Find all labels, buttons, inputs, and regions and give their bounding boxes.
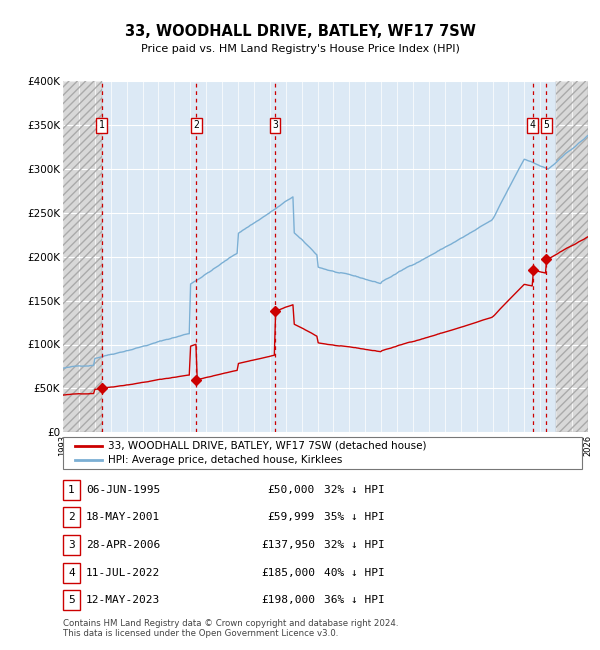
Text: £137,950: £137,950 <box>261 540 315 550</box>
Text: Price paid vs. HM Land Registry's House Price Index (HPI): Price paid vs. HM Land Registry's House … <box>140 44 460 54</box>
Text: £185,000: £185,000 <box>261 567 315 578</box>
Text: 32% ↓ HPI: 32% ↓ HPI <box>324 485 385 495</box>
Text: 3: 3 <box>272 120 278 130</box>
Text: 2: 2 <box>193 120 199 130</box>
Text: 3: 3 <box>68 540 75 550</box>
Text: 28-APR-2006: 28-APR-2006 <box>86 540 160 550</box>
Bar <box>556 81 588 432</box>
Text: Contains HM Land Registry data © Crown copyright and database right 2024.
This d: Contains HM Land Registry data © Crown c… <box>63 619 398 638</box>
Text: HPI: Average price, detached house, Kirklees: HPI: Average price, detached house, Kirk… <box>108 455 343 465</box>
Text: 33, WOODHALL DRIVE, BATLEY, WF17 7SW (detached house): 33, WOODHALL DRIVE, BATLEY, WF17 7SW (de… <box>108 441 427 451</box>
Text: 18-MAY-2001: 18-MAY-2001 <box>86 512 160 523</box>
Text: £198,000: £198,000 <box>261 595 315 605</box>
Bar <box>63 81 102 432</box>
Text: £50,000: £50,000 <box>268 485 315 495</box>
Text: 06-JUN-1995: 06-JUN-1995 <box>86 485 160 495</box>
Text: 5: 5 <box>68 595 75 605</box>
Text: 33, WOODHALL DRIVE, BATLEY, WF17 7SW: 33, WOODHALL DRIVE, BATLEY, WF17 7SW <box>125 23 475 39</box>
Text: 36% ↓ HPI: 36% ↓ HPI <box>324 595 385 605</box>
Text: 4: 4 <box>530 120 536 130</box>
Bar <box>556 81 588 432</box>
Text: 4: 4 <box>68 567 75 578</box>
Bar <box>63 81 102 432</box>
Text: 35% ↓ HPI: 35% ↓ HPI <box>324 512 385 523</box>
Text: 1: 1 <box>68 485 75 495</box>
Text: 1: 1 <box>99 120 105 130</box>
Text: £59,999: £59,999 <box>268 512 315 523</box>
Text: 32% ↓ HPI: 32% ↓ HPI <box>324 540 385 550</box>
Text: 11-JUL-2022: 11-JUL-2022 <box>86 567 160 578</box>
Text: 40% ↓ HPI: 40% ↓ HPI <box>324 567 385 578</box>
Text: 5: 5 <box>543 120 549 130</box>
Text: 12-MAY-2023: 12-MAY-2023 <box>86 595 160 605</box>
Text: 2: 2 <box>68 512 75 523</box>
